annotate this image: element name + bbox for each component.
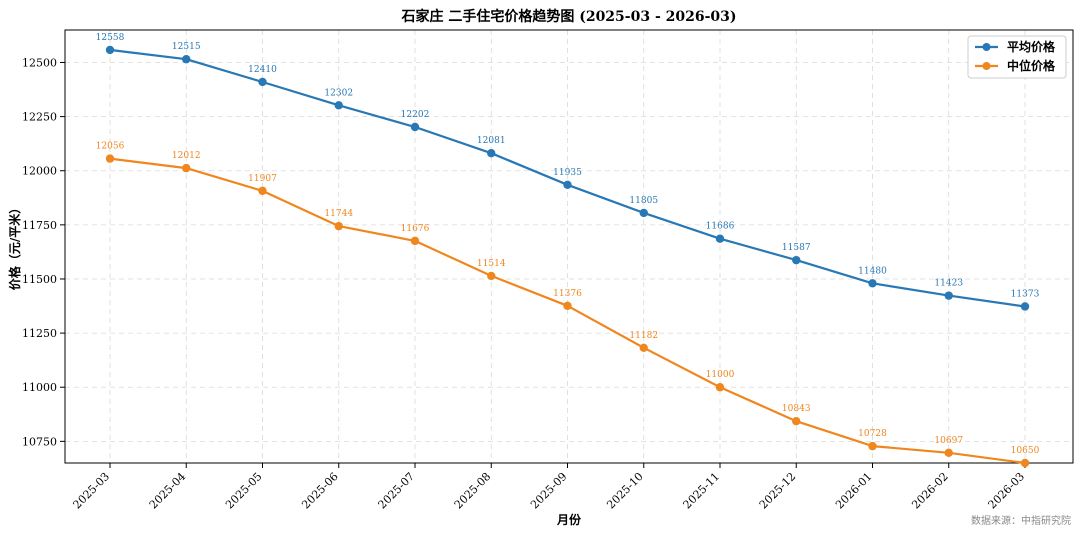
data-label: 12202 [401,110,430,120]
y-tick-label: 11000 [22,381,57,394]
x-axis: 2025-03 2025-04 2025-05 2025-06 2025-07 2025-… [71,463,1028,512]
data-label: 11587 [782,243,811,253]
x-tick-label: 2026-02 [909,470,951,512]
data-point [105,45,115,55]
data-point [1020,458,1030,468]
data-point [715,234,725,243]
x-tick-label: 2025-04 [147,470,189,512]
data-point [868,441,877,451]
data-label: 12081 [477,136,506,146]
data-point [410,236,420,246]
data-label: 10728 [858,429,887,439]
plot-area [64,29,1074,464]
data-label: 11935 [553,168,582,178]
data-point [792,255,801,265]
x-tick-label: 2025-08 [452,470,494,512]
data-point [563,180,572,189]
data-label: 11907 [248,174,277,184]
legend-marker [982,62,991,70]
data-point [334,101,343,110]
x-tick-label: 2025-07 [376,470,418,512]
data-label: 10697 [934,436,963,446]
data-label: 11514 [477,259,506,269]
data-label: 11805 [629,196,658,206]
y-tick-label: 12500 [22,56,57,69]
data-point [105,154,115,163]
data-point [258,186,267,196]
data-point [944,448,953,458]
x-tick-label: 2025-06 [299,470,341,512]
x-axis-label: 月份 [556,512,582,527]
data-point [487,271,496,281]
data-point [487,148,496,158]
data-label: 11000 [706,370,735,380]
data-source-note: 数据来源：中指研究院 [971,514,1071,527]
data-label: 12558 [96,33,125,43]
x-tick-label: 2026-01 [833,470,875,512]
grid [65,30,1073,463]
data-label: 11676 [401,224,430,234]
legend-marker [982,43,991,51]
series-1: 12558 12515 12410 12302 12202 12081 11935 11805… [96,33,1040,311]
data-label: 11480 [858,266,887,276]
x-tick-label: 2025-03 [71,470,113,512]
data-point [1020,302,1030,311]
data-point [563,301,572,311]
data-point [410,122,420,132]
y-tick-label: 10750 [22,435,57,448]
data-label: 11744 [324,209,353,219]
legend-label: 中位价格 [1007,58,1056,73]
data-label: 12012 [172,151,201,161]
y-tick-label: 12250 [22,111,57,124]
data-label: 10650 [1011,446,1040,456]
data-label: 12410 [248,65,277,75]
data-label: 12302 [324,88,353,98]
x-tick-label: 2025-11 [681,470,723,512]
data-label: 10843 [782,404,811,414]
y-axis-label: 价格（元/平米） [7,202,22,290]
x-tick-label: 2025-12 [757,470,799,512]
data-label: 11376 [553,289,582,299]
data-label: 11686 [706,222,735,232]
x-tick-label: 2025-09 [528,470,570,512]
chart-title: 石家庄 二手住宅价格趋势图 (2025-03 - 2026-03) [400,8,736,25]
data-point [868,279,877,288]
series-2: 12056 12012 11907 11744 11676 11514 11376 11182… [96,142,1040,468]
legend-label: 平均价格 [1007,39,1056,54]
y-tick-label: 12000 [22,165,57,178]
y-tick-label: 11750 [22,219,57,232]
data-point [258,77,267,87]
data-label: 11373 [1011,289,1040,299]
x-tick-label: 2025-10 [604,470,646,512]
data-label: 12515 [172,42,201,52]
data-point [639,343,648,353]
data-point [944,291,953,300]
x-tick-label: 2026-03 [986,470,1028,512]
data-point [182,55,191,64]
data-point [715,383,725,392]
data-label: 11182 [629,331,658,341]
data-point [334,221,343,231]
data-point [182,163,191,173]
y-tick-label: 11250 [22,327,57,340]
data-point [639,208,648,218]
series-layer: 12558 12515 12410 12302 12202 12081 11935 11805… [96,33,1040,468]
y-axis: 10750 11000 11250 11500 11750 12000 12250 12500 [22,56,65,448]
x-tick-label: 2025-05 [223,470,265,512]
data-label: 12056 [96,142,125,152]
data-point [792,417,801,426]
data-label: 11423 [934,279,963,289]
y-tick-label: 11500 [22,273,57,286]
